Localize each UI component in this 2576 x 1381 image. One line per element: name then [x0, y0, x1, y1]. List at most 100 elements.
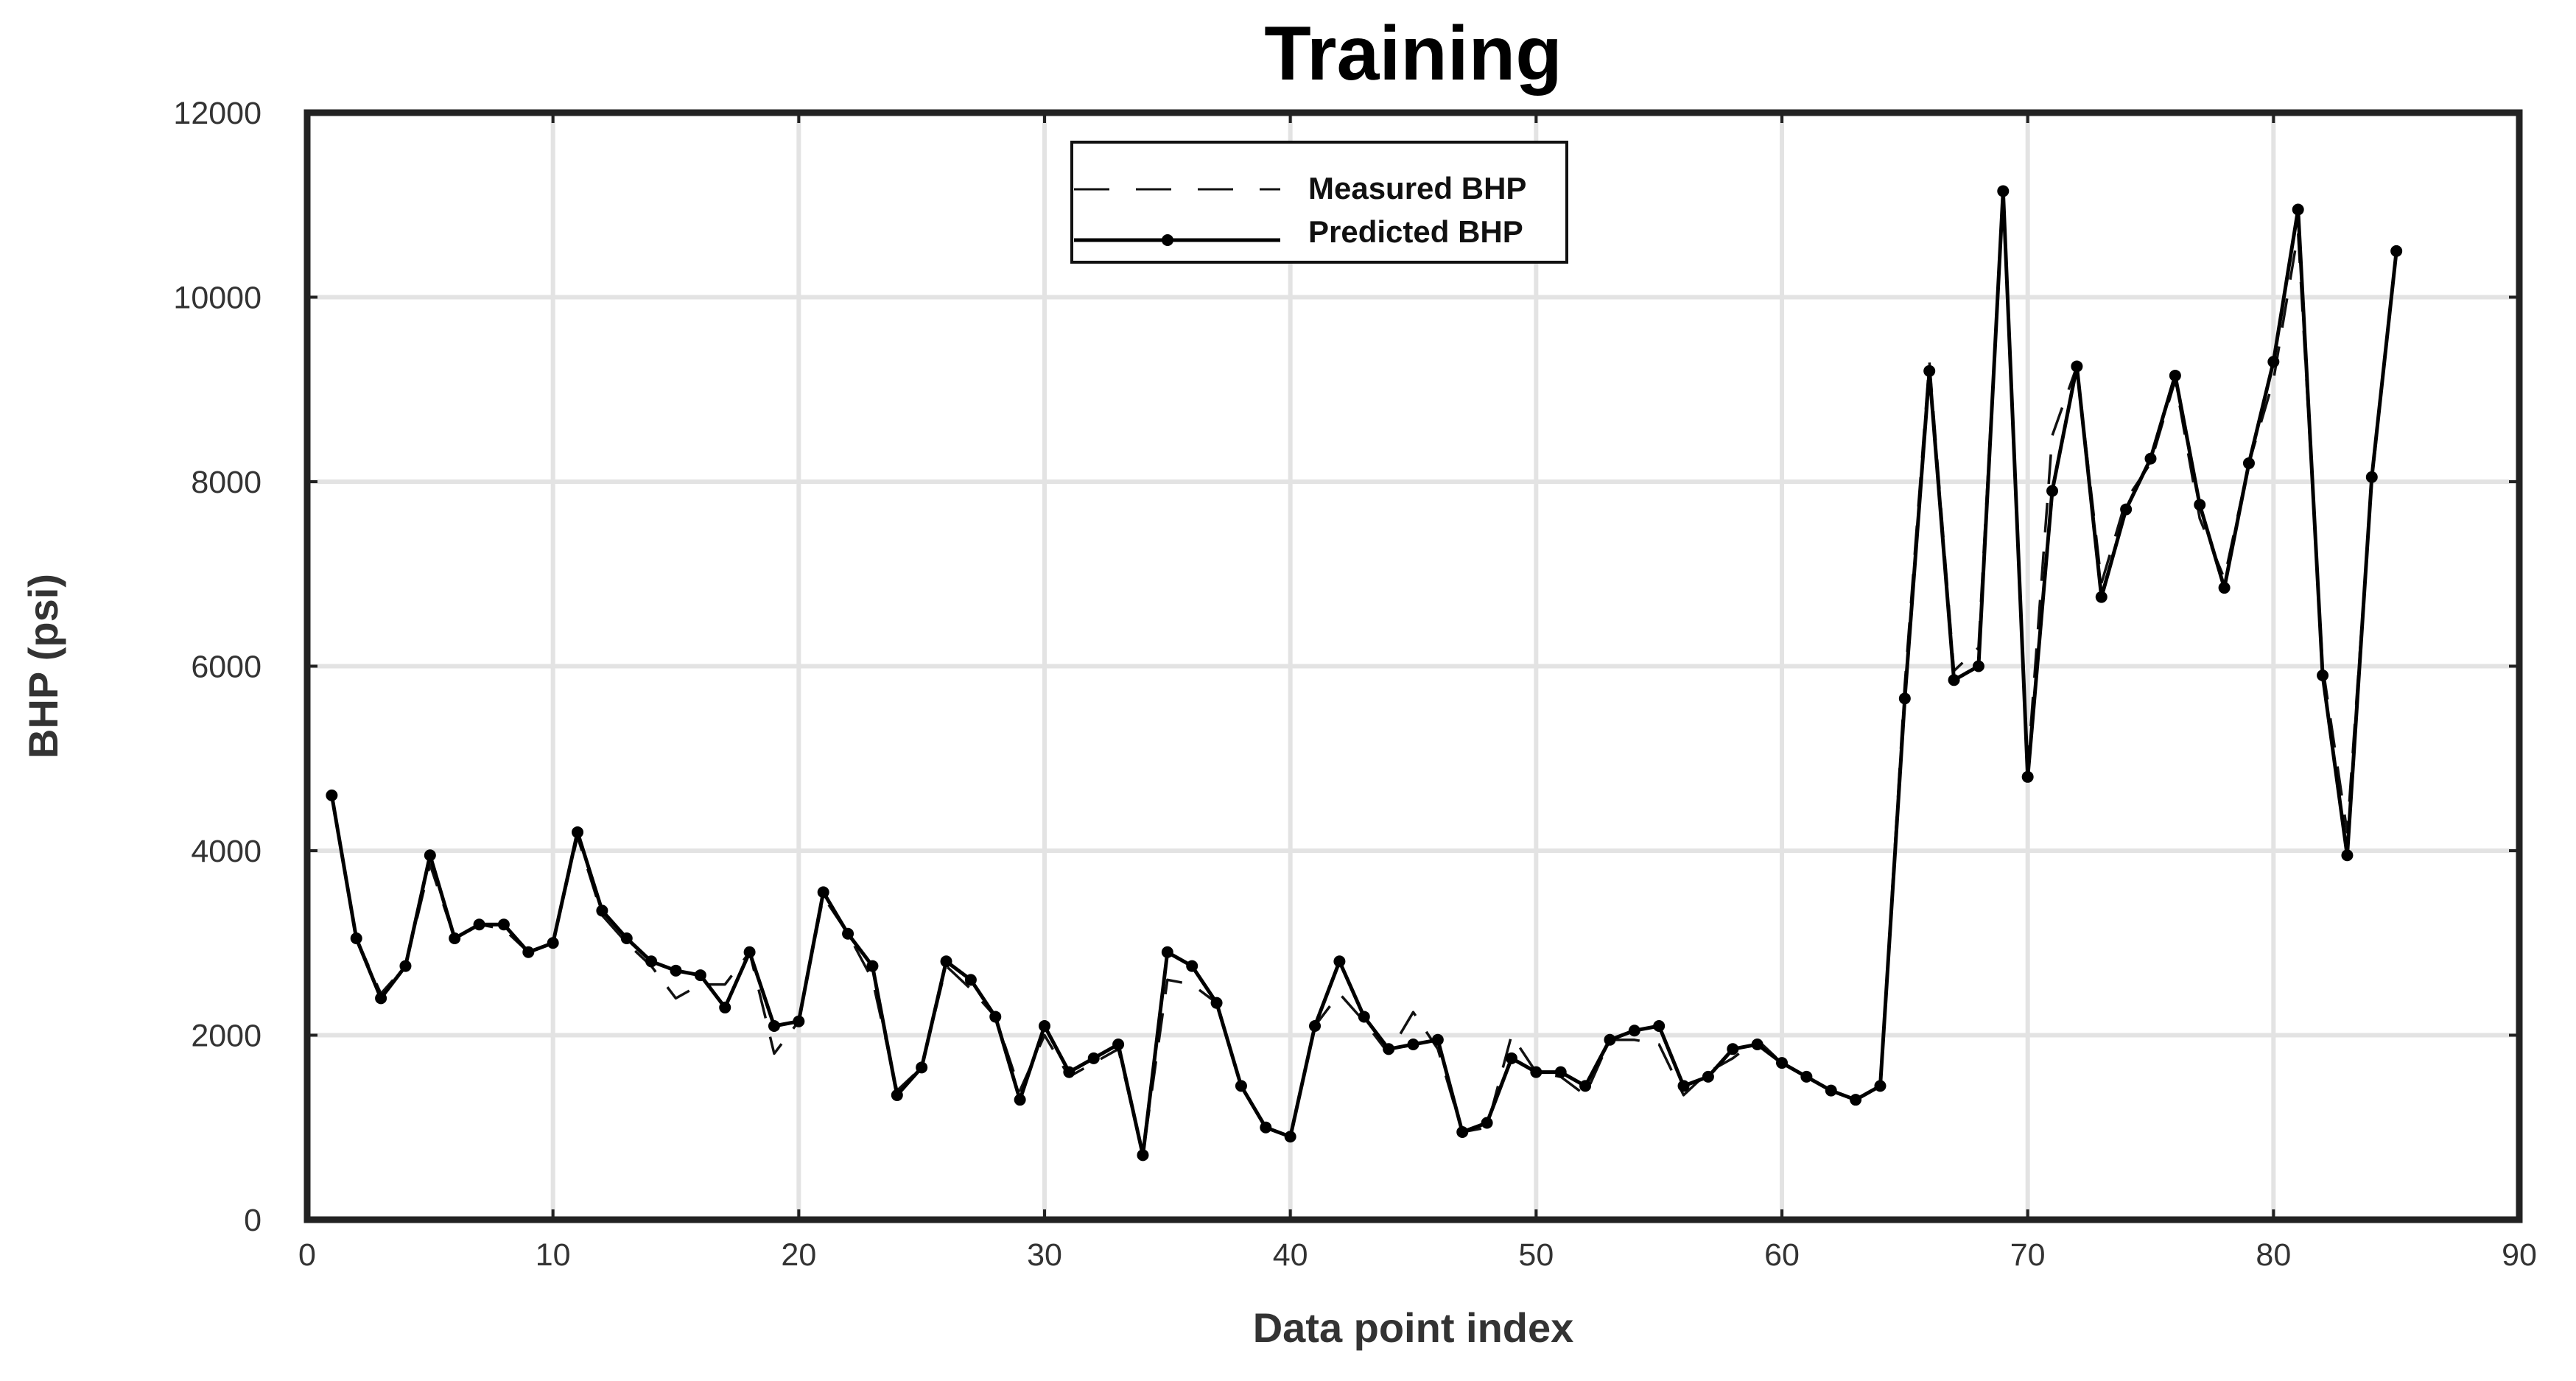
- predicted-point: [2095, 591, 2108, 603]
- legend-predicted-marker: [1162, 234, 1173, 246]
- predicted-point: [2194, 499, 2206, 511]
- legend-box: [1070, 141, 1568, 264]
- predicted-point: [670, 964, 682, 977]
- predicted-point: [1677, 1080, 1690, 1092]
- y-tick-label: 2000: [191, 1019, 262, 1054]
- predicted-point: [645, 955, 658, 968]
- series-lines: [326, 185, 2403, 1162]
- x-tick-label: 10: [536, 1237, 571, 1273]
- predicted-point: [916, 1061, 928, 1074]
- x-tick-label: 30: [1027, 1237, 1062, 1273]
- x-axis-title: Data point index: [1253, 1304, 1574, 1351]
- predicted-point: [2317, 670, 2329, 682]
- predicted-point: [1727, 1043, 1739, 1055]
- predicted-point: [2218, 582, 2231, 594]
- predicted-point: [1358, 1011, 1370, 1023]
- predicted-point: [1554, 1066, 1567, 1078]
- plot-frame: [303, 109, 2523, 1223]
- predicted-point: [326, 789, 338, 801]
- legend-measured-label: Measured BHP: [1308, 171, 1526, 205]
- predicted-point: [1431, 1033, 1444, 1046]
- predicted-point: [547, 937, 559, 949]
- predicted-point: [694, 969, 706, 982]
- predicted-point: [1898, 692, 1911, 705]
- predicted-point: [842, 927, 854, 940]
- predicted-point: [1825, 1084, 1837, 1097]
- x-ticks: 0 10 20 30 40 50 60 70 80 90: [298, 113, 2537, 1273]
- predicted-point: [2021, 770, 2034, 783]
- predicted-point: [2169, 369, 2181, 382]
- predicted-point: [793, 1015, 805, 1027]
- predicted-point: [1850, 1094, 1862, 1106]
- predicted-point: [940, 955, 952, 968]
- predicted-point: [572, 826, 584, 838]
- predicted-point: [1039, 1019, 1050, 1032]
- predicted-point: [1604, 1033, 1616, 1046]
- predicted-point: [2046, 485, 2059, 497]
- series-line-measured: [330, 194, 2398, 1157]
- predicted-point: [719, 1001, 731, 1013]
- x-tick-label: 50: [1518, 1237, 1554, 1273]
- predicted-point: [989, 1011, 1002, 1023]
- predicted-point: [1997, 185, 2010, 197]
- series-line-predicted: [329, 189, 2398, 1157]
- predicted-point: [1063, 1066, 1075, 1078]
- grid-lines: [307, 113, 2519, 1220]
- predicted-point: [1087, 1052, 1100, 1064]
- predicted-point: [2242, 457, 2255, 469]
- predicted-point: [1456, 1126, 1469, 1139]
- predicted-point: [522, 946, 535, 958]
- predicted-point: [1948, 674, 1960, 686]
- predicted-point: [891, 1089, 903, 1101]
- predicted-point: [1874, 1080, 1887, 1092]
- y-tick-label: 4000: [191, 834, 262, 869]
- chart-title: Training: [1264, 11, 1562, 96]
- predicted-point: [2144, 452, 2157, 465]
- x-tick-label: 0: [298, 1237, 316, 1273]
- predicted-point: [1923, 365, 1936, 377]
- predicted-point: [1481, 1117, 1493, 1129]
- predicted-point: [1383, 1043, 1395, 1055]
- predicted-point: [2365, 471, 2378, 483]
- predicted-point: [2390, 245, 2403, 257]
- predicted-point: [1235, 1080, 1247, 1092]
- predicted-point: [2292, 203, 2304, 216]
- y-tick-label: 6000: [191, 650, 262, 685]
- y-tick-label: 0: [244, 1203, 262, 1238]
- predicted-point: [866, 960, 879, 972]
- predicted-point: [620, 932, 633, 944]
- predicted-point: [449, 932, 461, 944]
- y-tick-label: 8000: [191, 465, 262, 500]
- x-tick-label: 20: [781, 1237, 816, 1273]
- x-tick-label: 70: [2010, 1237, 2046, 1273]
- x-tick-label: 90: [2502, 1237, 2537, 1273]
- x-tick-label: 80: [2256, 1237, 2291, 1273]
- legend-predicted-label: Predicted BHP: [1308, 214, 1523, 249]
- predicted-point: [1186, 960, 1198, 972]
- predicted-point: [1137, 1149, 1149, 1162]
- predicted-point: [1284, 1131, 1296, 1143]
- predicted-point: [1579, 1080, 1592, 1092]
- predicted-point: [1210, 997, 1223, 1009]
- predicted-point: [424, 849, 436, 862]
- predicted-point: [2341, 849, 2354, 862]
- legend: Measured BHP Predicted BHP: [1070, 141, 1568, 264]
- predicted-point: [1800, 1070, 1813, 1083]
- predicted-point: [1309, 1019, 1322, 1032]
- predicted-point: [1260, 1121, 1272, 1134]
- predicted-point: [2071, 360, 2083, 373]
- x-tick-label: 60: [1764, 1237, 1800, 1273]
- predicted-point: [596, 904, 608, 917]
- predicted-point: [743, 946, 756, 958]
- predicted-point: [964, 974, 977, 986]
- predicted-point: [399, 960, 412, 972]
- predicted-point: [768, 1019, 780, 1032]
- predicted-point: [1702, 1070, 1714, 1083]
- x-tick-label: 40: [1273, 1237, 1308, 1273]
- predicted-point: [1161, 946, 1173, 958]
- predicted-point: [1628, 1025, 1640, 1037]
- predicted-point: [375, 992, 387, 1005]
- predicted-point: [473, 918, 485, 931]
- predicted-point: [350, 932, 362, 944]
